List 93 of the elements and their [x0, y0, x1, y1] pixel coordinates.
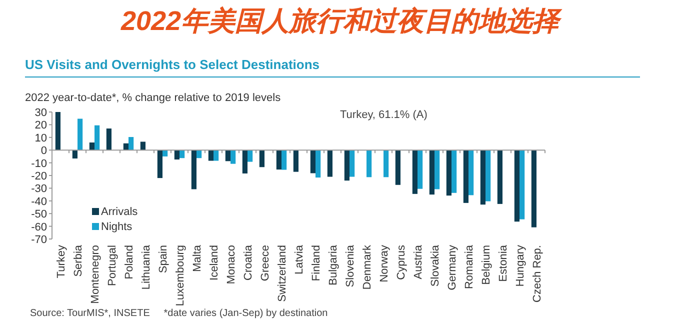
bar — [429, 150, 434, 195]
y-tick-label: -70 — [31, 234, 47, 246]
x-tick-label: Bulgaria — [328, 244, 340, 286]
bar — [157, 150, 162, 178]
bar — [214, 150, 219, 161]
bar — [72, 150, 78, 158]
y-tick-label: 30 — [34, 107, 47, 119]
y-tick-label: -10 — [31, 158, 47, 170]
bar — [293, 150, 298, 172]
y-tick-label: 10 — [34, 132, 47, 144]
bar — [395, 150, 400, 185]
x-tick-label: Monaco — [226, 245, 238, 284]
x-tick-label: Slovenia — [344, 244, 356, 288]
x-tick-label: Switzerland — [276, 245, 288, 302]
bar — [434, 150, 440, 190]
x-tick-label: Hungary — [514, 244, 526, 287]
x-tick-label: Germany — [446, 244, 458, 290]
bar — [384, 150, 389, 178]
bar — [316, 150, 321, 178]
bar — [78, 118, 83, 150]
bar — [276, 150, 282, 170]
chart-title: 2022年美国人旅行和过夜目的地选择 — [120, 6, 564, 36]
x-tick-label: Latvia — [294, 244, 306, 274]
bar — [486, 150, 491, 202]
y-tick-label: 20 — [34, 120, 47, 132]
bar — [208, 150, 214, 161]
bar — [242, 150, 248, 174]
x-tick-label: Czech Rep. — [532, 245, 544, 302]
bar — [514, 150, 520, 222]
y-tick-label: -60 — [31, 221, 47, 234]
x-tick-label: Portugal — [106, 245, 118, 286]
x-tick-label: Turkey — [56, 244, 68, 278]
y-axis-title: 2022 year-to-date*, % change relative to 2019 levels — [25, 92, 282, 104]
x-tick-label: Belgium — [480, 245, 492, 285]
bar — [531, 150, 536, 228]
x-tick-label: Norway — [378, 244, 390, 282]
x-tick-label: Iceland — [208, 245, 220, 280]
x-tick-label: Lithuania — [140, 244, 152, 290]
x-tick-label: Spain — [158, 245, 170, 274]
bar — [520, 150, 525, 220]
bar — [140, 142, 146, 150]
bar — [94, 125, 100, 150]
bar — [310, 150, 316, 174]
bar — [259, 150, 264, 168]
x-tick-label: Poland — [124, 245, 136, 280]
bar — [191, 150, 196, 190]
legend-label: Nights — [101, 221, 133, 233]
bar — [468, 150, 474, 196]
bar — [55, 112, 60, 150]
bar — [89, 142, 94, 150]
bar — [350, 150, 355, 177]
bar — [180, 150, 185, 158]
x-tick-label: Austria — [412, 244, 424, 280]
y-tick-label: 0 — [40, 145, 47, 158]
x-tick-label: Cyprus — [396, 244, 408, 280]
source-note: Source: TourMIS*, INSETE *date varies (Jan-Sep) by destination — [30, 308, 328, 319]
x-tick-label: Slovakia — [430, 244, 442, 287]
x-tick-label: Malta — [192, 244, 204, 272]
x-tick-label: Finland — [310, 245, 322, 282]
bar — [418, 150, 423, 189]
bar — [452, 150, 457, 193]
y-tick-label: -50 — [31, 208, 47, 221]
bar — [106, 128, 112, 150]
y-tick-label: -30 — [31, 183, 47, 196]
bar — [327, 150, 332, 177]
bar — [128, 137, 134, 150]
x-tick-label: Denmark — [362, 244, 374, 290]
chart-subtitle: US Visits and Overnights to Select Destinations — [25, 57, 320, 72]
bar — [344, 150, 350, 181]
bar — [248, 150, 253, 162]
bar — [366, 150, 372, 178]
x-tick-label: Serbia — [72, 244, 84, 277]
legend-label: Arrivals — [101, 206, 138, 218]
bar — [497, 150, 502, 204]
bar — [230, 150, 236, 164]
bar — [446, 150, 452, 196]
bar — [412, 150, 418, 194]
bar — [225, 150, 230, 162]
bar — [196, 150, 202, 158]
x-tick-label: Estonia — [498, 244, 510, 282]
x-tick-label: Greece — [260, 245, 272, 282]
bar — [162, 150, 168, 156]
y-tick-label: -20 — [31, 170, 47, 182]
x-tick-label: Romania — [464, 244, 476, 290]
y-tick-label: -40 — [31, 196, 47, 208]
bar — [463, 150, 468, 203]
x-tick-label: Luxembourg — [174, 245, 186, 306]
bar — [480, 150, 486, 205]
bar — [282, 150, 287, 170]
annotation: Turkey, 61.1% (A) — [340, 109, 428, 121]
x-tick-label: Croatia — [242, 244, 254, 280]
x-tick-label: Montenegro — [90, 245, 102, 304]
bar — [174, 150, 180, 160]
